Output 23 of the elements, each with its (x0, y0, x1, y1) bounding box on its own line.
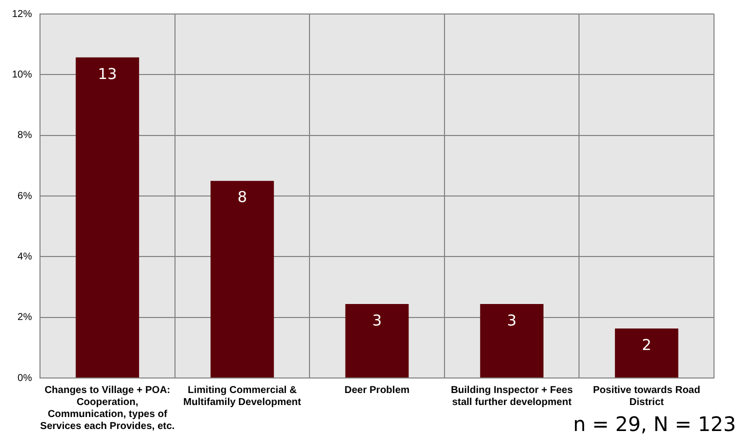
annotation: 3 (372, 311, 382, 330)
annotation: 2 (642, 336, 652, 354)
bar (345, 304, 409, 378)
y-tick-label: 8% (18, 130, 32, 142)
y-tick-label: 6% (18, 190, 32, 202)
x-tick-label: Changes to Village + POA: Cooperation, Communication, types of Services each Provides, etc. (40, 384, 175, 432)
annotation: 8 (237, 188, 247, 206)
annotation: 13 (98, 64, 117, 83)
y-tick-label: 2% (18, 312, 32, 324)
x-tick-label: Building Inspector + Fees stall further development (450, 384, 574, 408)
bar (76, 57, 140, 378)
y-tick-label: 0% (18, 372, 32, 384)
text: n = 29, N = 123 (573, 412, 736, 436)
y-tick-label: 10% (12, 69, 32, 80)
bar (210, 180, 274, 378)
x-tick-label: Positive towards Road District (592, 384, 700, 408)
x-tick-label: Deer Problem (344, 384, 410, 396)
x-tick-label: Limiting Commercial & Multifamily Development (183, 384, 302, 408)
y-tick-label: 4% (18, 251, 32, 262)
y-tick-label: 12% (12, 8, 32, 20)
bar (480, 304, 544, 378)
bar (614, 328, 678, 378)
annotation: 3 (507, 311, 517, 330)
